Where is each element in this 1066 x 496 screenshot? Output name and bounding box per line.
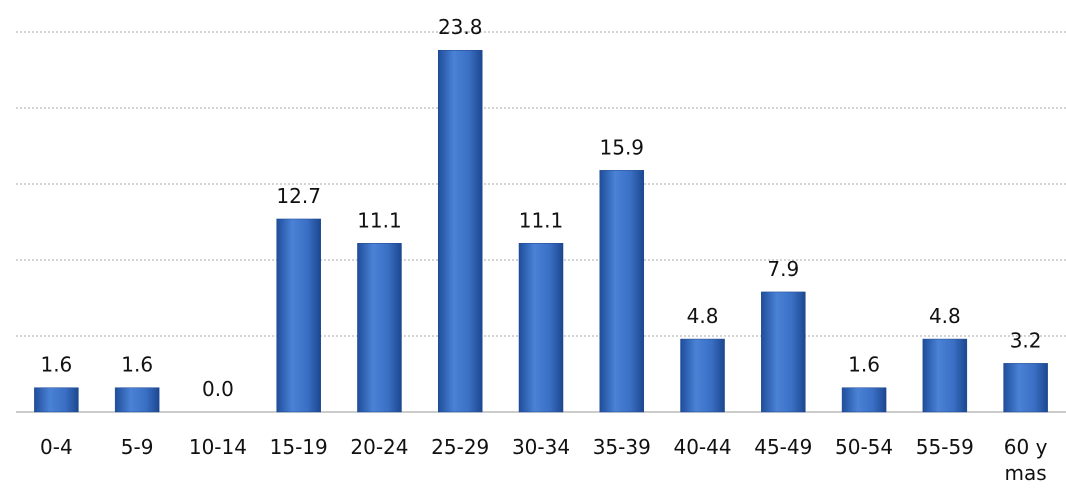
value-label: 12.7 <box>276 184 321 208</box>
x-tick-label: 25-29 <box>431 435 490 459</box>
bar <box>357 243 402 413</box>
bar <box>276 218 321 413</box>
bar <box>1003 363 1048 413</box>
bar <box>761 291 806 413</box>
x-tick-label: 45-49 <box>754 435 813 459</box>
value-label: 0.0 <box>202 377 234 401</box>
value-label: 1.6 <box>40 353 72 377</box>
x-tick-label: 60 y mas <box>1003 435 1048 485</box>
x-tick-label: 10-14 <box>188 435 247 459</box>
bar <box>841 387 887 413</box>
x-tick-label: 0-4 <box>40 435 73 459</box>
bar <box>922 338 968 413</box>
bar <box>437 49 483 413</box>
bar <box>680 338 725 413</box>
x-tick-label: 50-54 <box>835 435 894 459</box>
x-tick-label: 20-24 <box>350 435 409 459</box>
value-label: 1.6 <box>121 353 153 377</box>
x-tick-label: 40-44 <box>673 435 732 459</box>
x-tick-label: 15-19 <box>269 435 328 459</box>
value-label: 11.1 <box>519 208 564 232</box>
x-tick-label: 30-34 <box>511 435 571 459</box>
value-label: 15.9 <box>600 135 645 159</box>
value-label: 3.2 <box>1010 328 1042 352</box>
bar <box>599 170 645 413</box>
bar <box>518 243 564 413</box>
value-label: 11.1 <box>357 208 402 232</box>
x-tick-label: 55-59 <box>915 435 974 459</box>
value-label: 1.6 <box>848 353 880 377</box>
x-tick-label: 5-9 <box>120 435 154 459</box>
bar <box>114 387 160 413</box>
bar <box>34 387 79 413</box>
value-label: 7.9 <box>767 257 799 281</box>
value-label: 4.8 <box>687 304 719 328</box>
x-tick-label: 35-39 <box>592 435 651 459</box>
value-label: 4.8 <box>929 304 961 328</box>
value-label: 23.8 <box>438 15 483 39</box>
